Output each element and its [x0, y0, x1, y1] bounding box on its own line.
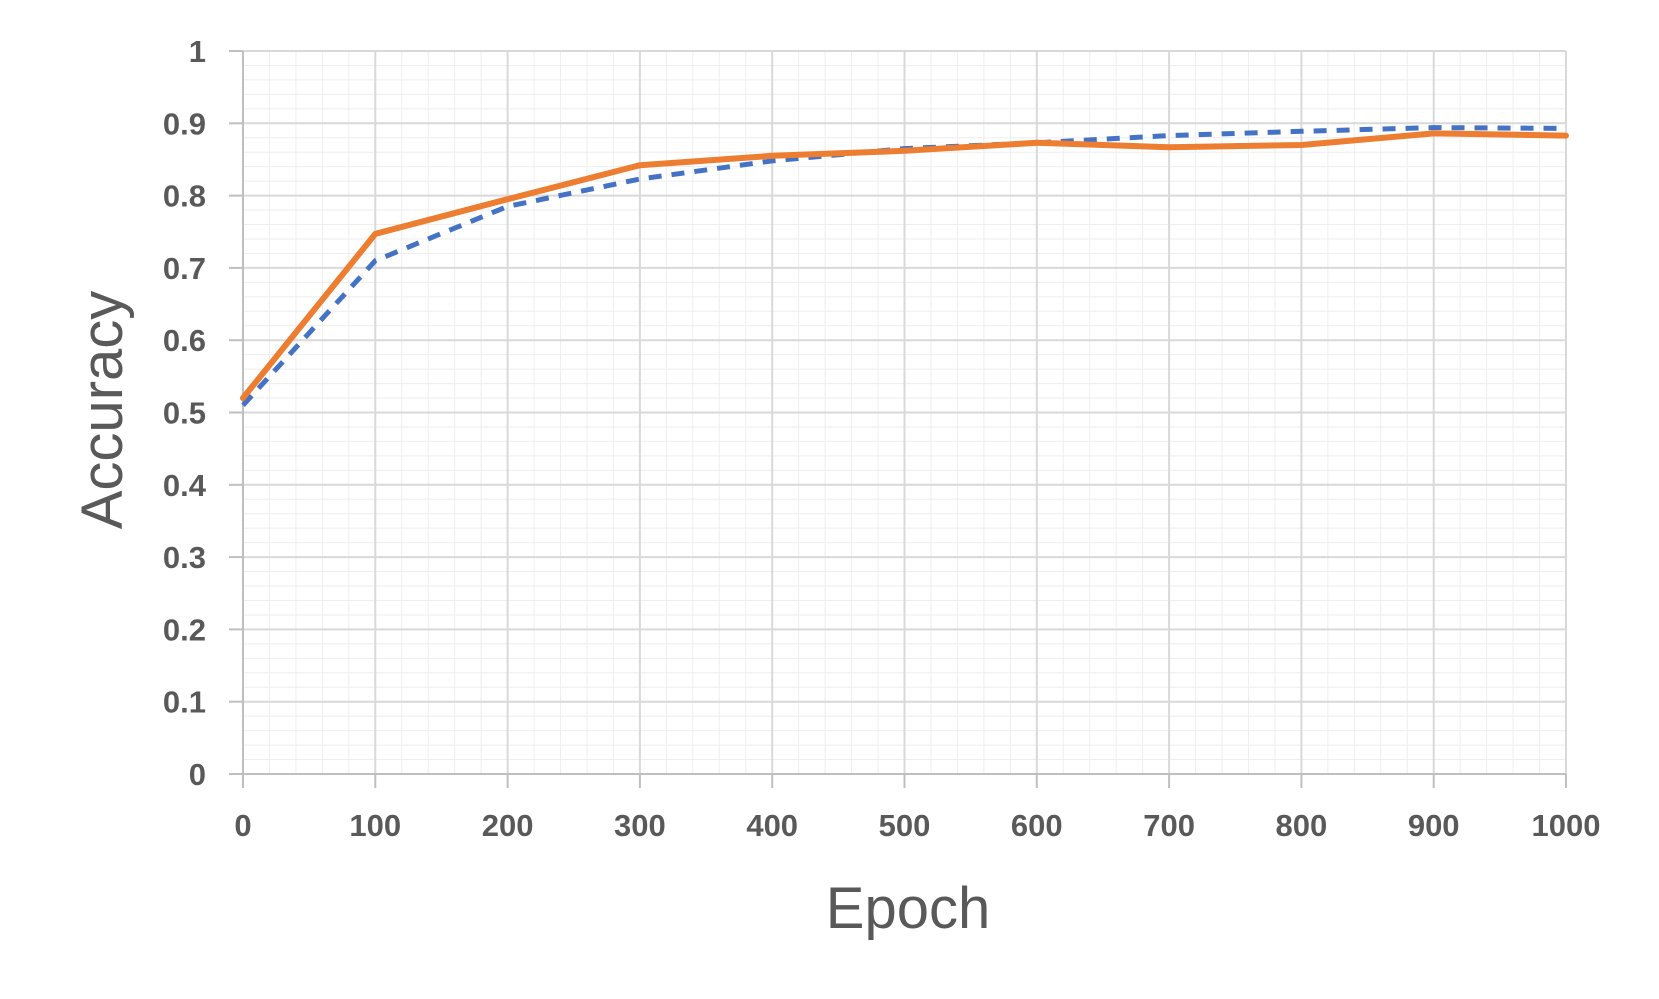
x-tick-label: 700	[1143, 808, 1195, 843]
series-lines	[240, 125, 1569, 407]
y-tick-label: 0.5	[163, 396, 206, 431]
y-tick-label: 0.2	[163, 612, 206, 647]
y-tick-label: 0.8	[163, 179, 206, 214]
x-axis-title: Epoch	[826, 876, 990, 941]
x-tick-label: 1000	[1532, 808, 1601, 843]
y-tick-label: 0.1	[163, 685, 206, 720]
y-axis-title: Accuracy	[70, 291, 135, 530]
x-tick-label: 300	[614, 808, 666, 843]
y-tick-label: 0.9	[163, 106, 206, 141]
x-tick-label: 500	[879, 808, 931, 843]
x-axis-tick-labels: 0 100 200 300 400 500 600 700 800 900 1000	[234, 808, 1600, 843]
major-gridlines	[242, 50, 1567, 775]
y-tick-label: 1	[189, 34, 206, 69]
y-axis-tick-labels: 0 0.1 0.2 0.3 0.4 0.5 0.6 0.7 0.8 0.9 1	[163, 34, 207, 792]
x-tick-label: 600	[1011, 808, 1063, 843]
x-tick-label: 900	[1408, 808, 1460, 843]
x-tick-label: 0	[234, 808, 251, 843]
y-tick-label: 0.7	[163, 251, 206, 286]
axes	[229, 50, 1567, 788]
x-tick-label: 400	[746, 808, 798, 843]
series-line-2	[240, 130, 1569, 401]
x-tick-label: 800	[1276, 808, 1328, 843]
y-tick-label: 0	[189, 757, 206, 792]
y-tick-label: 0.6	[163, 323, 206, 358]
y-tick-label: 0.4	[163, 468, 207, 503]
y-tick-label: 0.3	[163, 540, 206, 575]
x-tick-label: 200	[482, 808, 534, 843]
x-tick-label: 100	[349, 808, 401, 843]
